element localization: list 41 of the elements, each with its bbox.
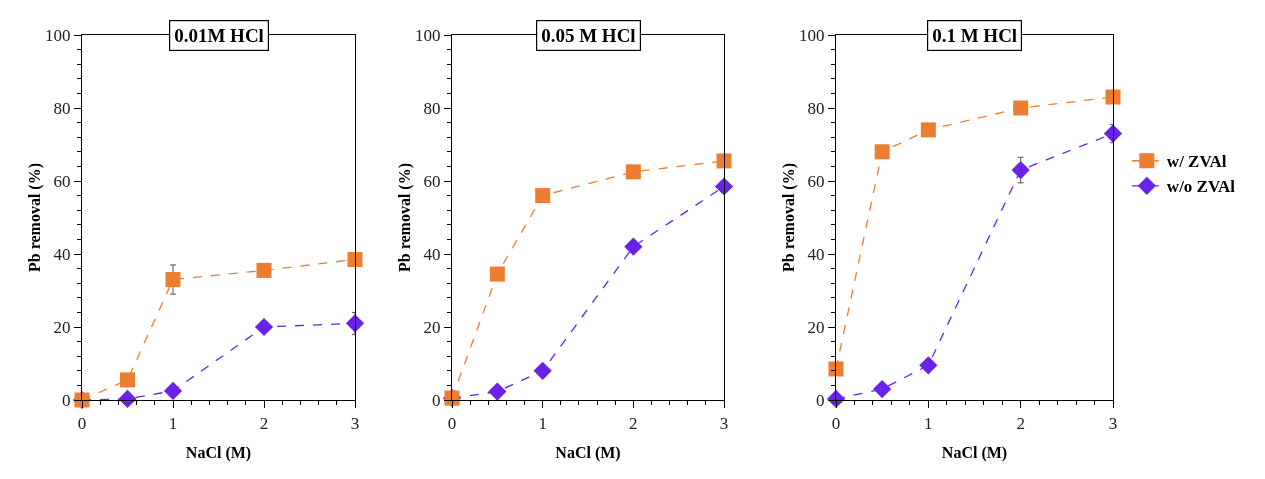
x-tick-label: 1 <box>168 413 178 433</box>
x-tick-label: 1 <box>538 413 547 433</box>
x-tick-label: 2 <box>629 413 638 433</box>
y-tick-label: 20 <box>423 317 441 337</box>
x-tick-label: 0 <box>77 413 87 433</box>
x-tick-label: 2 <box>1016 413 1025 433</box>
x-tick-label: 2 <box>259 413 269 433</box>
y-tick-label: 100 <box>799 25 825 45</box>
y-tick-label: 0 <box>816 390 825 410</box>
y-tick-label: 40 <box>807 244 825 264</box>
chart-title: 0.1 M HCl <box>932 25 1018 47</box>
y-tick-label: 100 <box>45 25 71 45</box>
y-tick-label: 60 <box>53 171 71 191</box>
y-axis-title: Pb removal (%) <box>779 162 798 273</box>
legend-label: w/ ZVAl <box>1166 152 1227 172</box>
y-tick-label: 80 <box>807 98 825 118</box>
y-tick-label: 0 <box>432 390 441 410</box>
x-tick-label: 1 <box>924 413 933 433</box>
chart-title: 0.01M HCl <box>174 25 264 47</box>
y-axis-title: Pb removal (%) <box>25 162 44 273</box>
x-tick-label: 3 <box>1108 413 1118 433</box>
x-tick-label: 3 <box>350 413 360 433</box>
y-tick-label: 60 <box>423 171 441 191</box>
x-tick-label: 0 <box>447 413 457 433</box>
y-tick-label: 100 <box>415 25 441 45</box>
x-axis-title: NaCl (M) <box>185 444 252 463</box>
y-tick-label: 20 <box>807 317 825 337</box>
y-tick-label: 40 <box>423 244 441 264</box>
y-axis-title: Pb removal (%) <box>395 162 414 273</box>
y-tick-label: 20 <box>53 317 71 337</box>
y-tick-label: 40 <box>53 244 71 264</box>
x-tick-label: 0 <box>831 413 841 433</box>
legend-label: w/o ZVAl <box>1166 177 1236 197</box>
chart-title: 0.05 M HCl <box>541 25 636 47</box>
y-tick-label: 80 <box>53 98 71 118</box>
y-tick-label: 0 <box>62 390 71 410</box>
x-axis-title: NaCl (M) <box>941 444 1008 463</box>
x-tick-label: 3 <box>719 413 729 433</box>
x-axis-title: NaCl (M) <box>555 444 621 463</box>
y-tick-label: 60 <box>807 171 825 191</box>
y-tick-label: 80 <box>423 98 441 118</box>
